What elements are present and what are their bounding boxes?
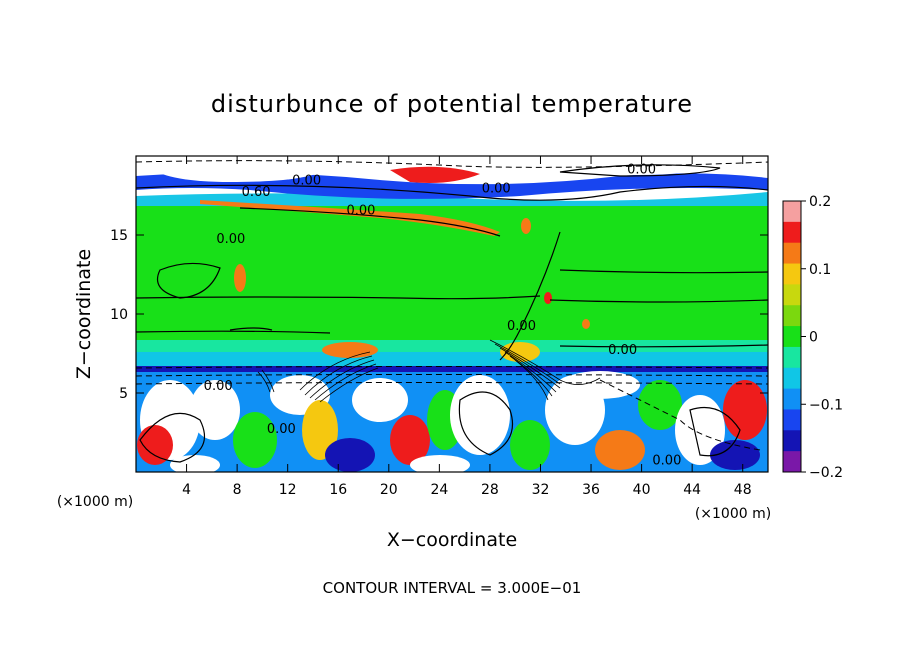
contour-label: 0.00 — [216, 232, 245, 247]
colorbar-swatch — [783, 430, 801, 452]
colorbar-swatch — [783, 242, 801, 265]
colorbar: 0.2 0.1 0 −0.1 −0.2 — [782, 194, 843, 481]
chart-title: disturbunce of potential temperature — [211, 90, 693, 118]
colorbar-tick-label: −0.1 — [809, 397, 843, 413]
contour-label: 0.00 — [267, 422, 296, 437]
contour-label: 0.00 — [608, 343, 637, 358]
colorbar-tick-label: 0.1 — [809, 262, 831, 278]
contour-label: 0.00 — [652, 453, 681, 468]
colorbar-tick-label: −0.2 — [809, 465, 843, 481]
colorbar-swatch — [783, 263, 801, 285]
contour-interval-footer: CONTOUR INTERVAL = 3.000E−01 — [323, 579, 582, 597]
contour-label: 0.60 — [242, 185, 271, 200]
y-axis-label: Z−coordinate — [73, 249, 95, 379]
contour-label: 0.00 — [507, 319, 536, 334]
colorbar-swatch — [783, 284, 801, 306]
x-tick-label: 24 — [430, 482, 448, 498]
x-tick-label: 40 — [633, 482, 651, 498]
colorbar-tick-label: 0 — [809, 330, 818, 346]
x-tick-label: 8 — [233, 482, 242, 498]
x-tick-label: 12 — [279, 482, 297, 498]
colorbar-swatch — [783, 451, 801, 473]
x-tick-label: 44 — [683, 482, 701, 498]
colorbar-swatch — [783, 388, 801, 410]
contour-label: 0.00 — [627, 163, 656, 178]
x-tick-label: 48 — [734, 482, 752, 498]
colorbar-swatch — [783, 326, 801, 348]
colorbar-swatch — [783, 409, 801, 431]
contour-labels: 0.00 0.60 0.00 0.00 0.00 0.00 0.00 0.00 0.00 0.00… — [204, 163, 682, 469]
colorbar-swatch — [783, 305, 801, 327]
x-unit-right: (×1000 m) — [695, 506, 771, 522]
contour-label: 0.00 — [292, 174, 321, 189]
x-tick-label: 16 — [329, 482, 347, 498]
y-tick-label: 10 — [110, 307, 128, 323]
colorbar-swatch — [783, 367, 801, 390]
colorbar-swatch — [783, 346, 801, 369]
contour-label: 0.00 — [347, 204, 376, 219]
temperature-field — [136, 156, 768, 472]
x-unit-left: (×1000 m) — [57, 494, 133, 510]
x-tick-label: 32 — [532, 482, 550, 498]
x-tick-label: 36 — [582, 482, 600, 498]
x-tick-label: 28 — [481, 482, 499, 498]
y-tick-label: 5 — [119, 386, 128, 402]
contour-label: 0.00 — [482, 182, 511, 197]
colorbar-swatch — [783, 221, 801, 244]
contour-label: 0.00 — [204, 379, 233, 394]
colorbar-tick-label: 0.2 — [809, 194, 831, 210]
x-axis-label: X−coordinate — [387, 529, 517, 551]
x-tick-label: 4 — [182, 482, 191, 498]
x-tick-label: 20 — [380, 482, 398, 498]
y-tick-label: 15 — [110, 228, 128, 244]
y-axis: 5 10 15 — [110, 228, 768, 402]
colorbar-swatch — [783, 201, 801, 223]
x-axis: 4 8 12 16 20 24 28 32 36 40 44 48 — [182, 156, 752, 498]
